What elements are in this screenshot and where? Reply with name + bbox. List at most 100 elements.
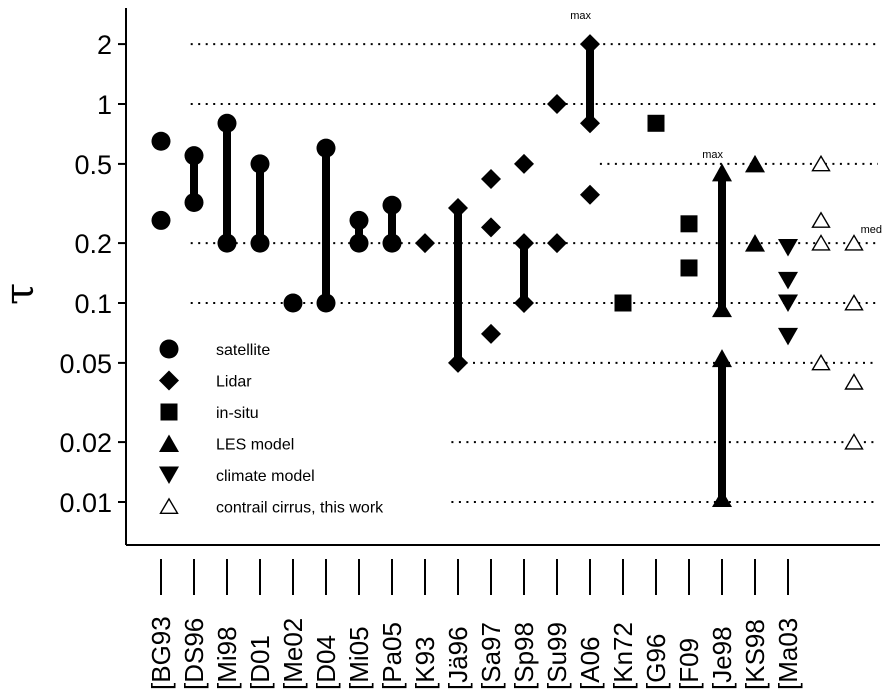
data-point-triangle-down: [778, 327, 798, 346]
data-point-diamond: [448, 198, 468, 219]
data-point-square: [680, 259, 698, 277]
data-point-triangle-down: [778, 294, 798, 312]
x-tick-label: [G96: [641, 634, 671, 690]
y-axis: 2 1 0.5 0.2 0.1 0.05 0.02 0.01: [59, 30, 126, 518]
x-tick-label: [D01: [245, 635, 275, 690]
data-point-square: [614, 294, 632, 312]
annotation-label: max: [702, 149, 723, 161]
legend-marker-triangle-up-open: [159, 497, 179, 514]
plot-frame: [125, 8, 880, 546]
legend-label: in-situ: [216, 405, 259, 422]
x-tick-label: [Jä96: [443, 626, 473, 690]
x-tick-label: [Ma03: [773, 618, 803, 690]
x-axis: [BG93 [DS96 [Mi98 [D01 [Me02 [D04 [Mi05 [Pa05 [K…: [146, 559, 803, 690]
data-point-diamond: [580, 113, 600, 134]
data-point-triangle-up-open: [844, 373, 864, 390]
annotations: max max med: [570, 10, 882, 236]
data-point-circle: [250, 233, 270, 253]
x-tick-label: [DS96: [179, 618, 209, 690]
gridlines: [190, 43, 878, 503]
y-tick-label: 0.02: [59, 428, 112, 458]
legend-label: satellite: [216, 342, 270, 359]
data-point-triangle-down: [778, 239, 798, 257]
x-tick-label: [Su99: [542, 622, 572, 690]
data-point-triangle-up-open: [844, 234, 864, 251]
y-tick-label: 2: [97, 30, 112, 60]
data-point-diamond: [514, 233, 534, 254]
data-point-diamond: [580, 184, 600, 205]
legend: satellite Lidar in-situ LES model climate mo…: [159, 339, 384, 517]
x-tick-label: [Je98: [707, 626, 737, 690]
data-point-diamond: [481, 217, 501, 238]
data-point-circle: [382, 233, 402, 253]
legend-label: Lidar: [216, 374, 252, 391]
arrow-ranges: [712, 163, 732, 507]
data-point-circle: [283, 293, 303, 313]
legend-label: LES model: [216, 437, 294, 454]
data-point-circle: [184, 192, 204, 212]
y-tick-label: 0.01: [59, 488, 112, 518]
annotation-label: med: [861, 224, 882, 236]
x-tick-label: [D04: [311, 635, 341, 690]
data-point-triangle-up-open: [844, 293, 864, 311]
legend-marker-square: [160, 403, 178, 421]
x-tick-label: [Sp98: [509, 622, 539, 690]
data-point-circle: [217, 113, 237, 133]
x-tick-label: [F09: [674, 638, 704, 690]
x-tick-label: [Mi05: [344, 626, 374, 690]
data-point-diamond: [547, 94, 567, 114]
legend-label: climate model: [216, 468, 315, 485]
y-tick-label: 0.5: [74, 150, 112, 180]
data-point-circle: [316, 293, 336, 313]
legend-marker-circle: [159, 339, 179, 359]
data-point-triangle-up: [745, 154, 765, 173]
x-tick-label: [A06: [575, 637, 605, 691]
data-point-circle: [250, 154, 270, 174]
x-tick-label: [Pa05: [377, 622, 407, 690]
data-point-triangle-up-open: [844, 433, 864, 450]
data-point-circle: [151, 131, 171, 151]
data-point-square: [680, 215, 698, 233]
data-point-diamond: [547, 233, 567, 254]
data-point-circle: [349, 233, 369, 253]
x-tick-label: [BG93: [146, 616, 176, 690]
x-tick-label: [KS98: [740, 619, 770, 690]
data-point-diamond: [448, 352, 468, 373]
data-point-triangle-down: [778, 271, 798, 290]
data-point-diamond: [415, 233, 435, 254]
data-point-diamond: [580, 34, 600, 55]
data-point-circle: [316, 138, 336, 158]
y-axis-label: τ: [0, 283, 43, 305]
arrow-range-head: [712, 349, 732, 368]
arrow-range-head: [712, 163, 732, 182]
y-tick-label: 0.1: [74, 289, 112, 319]
data-point-circle: [349, 210, 369, 230]
y-tick-label: 0.05: [59, 349, 112, 379]
arrow-range-head: [712, 300, 732, 318]
legend-label: contrail cirrus, this work: [216, 500, 384, 517]
legend-marker-triangle-down: [159, 466, 179, 484]
data-point-triangle-up-open: [811, 154, 831, 172]
data-point-triangle-up-open: [811, 353, 831, 371]
x-tick-label: [Kn72: [608, 622, 638, 690]
data-point-square: [647, 114, 665, 132]
x-tick-label: [K93: [410, 637, 440, 691]
y-tick-label: 1: [97, 90, 112, 120]
data-point-diamond: [514, 153, 534, 174]
data-point-diamond: [481, 323, 501, 344]
x-tick-label: [Sa97: [476, 622, 506, 690]
data-point-diamond: [514, 293, 534, 313]
data-point-circle: [184, 146, 204, 166]
data-point-circle: [151, 210, 171, 230]
y-tick-label: 0.2: [74, 229, 112, 259]
legend-marker-triangle-up: [159, 434, 179, 452]
legend-marker-diamond: [159, 370, 179, 391]
data-point-diamond: [481, 168, 501, 189]
data-point-circle: [382, 195, 402, 215]
annotation-label: max: [570, 10, 591, 22]
data-point-triangle-up-open: [811, 234, 831, 251]
data-point-triangle-up: [745, 234, 765, 252]
x-tick-label: [Me02: [278, 618, 308, 690]
x-tick-label: [Mi98: [212, 626, 242, 690]
